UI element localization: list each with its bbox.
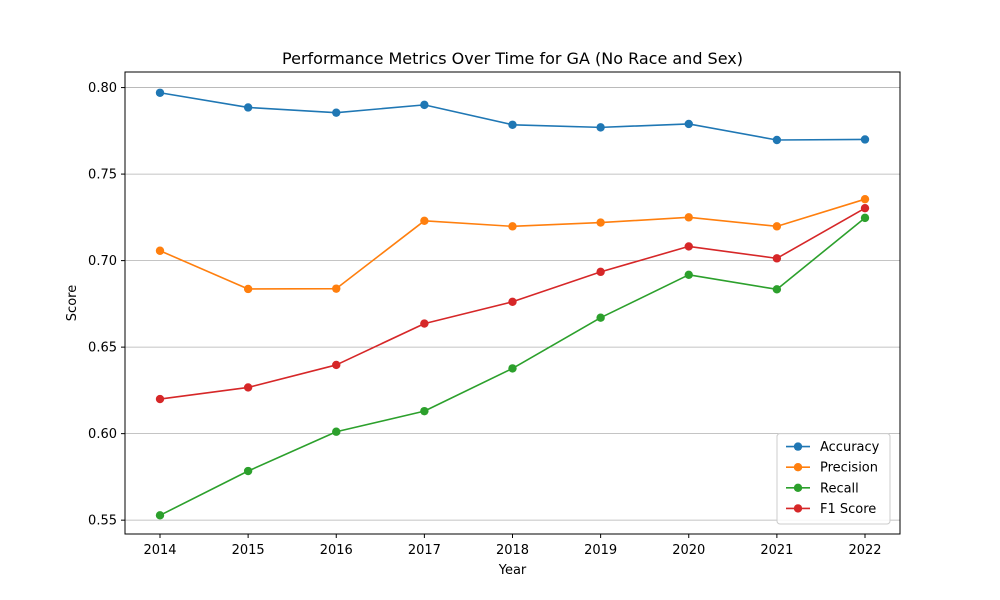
data-point-precision	[243, 284, 253, 294]
data-point-precision	[332, 284, 341, 293]
legend-item: Accuracy	[786, 440, 880, 455]
data-point-accuracy	[243, 103, 253, 112]
series-layer	[155, 88, 870, 520]
x-tick-label: 2016	[320, 543, 353, 558]
x-tick-label: 2015	[232, 543, 265, 558]
series-precision	[155, 194, 870, 294]
y-tick-label: 0.60	[88, 427, 117, 442]
data-point-recall	[243, 466, 253, 476]
data-point-recall	[772, 285, 782, 294]
x-tick-label: 2019	[584, 543, 617, 558]
data-point-recall	[596, 313, 605, 322]
data-point-f1-score	[332, 360, 341, 370]
data-point-f1-score	[243, 383, 253, 392]
data-point-precision	[420, 216, 429, 226]
legend-swatch-marker	[793, 442, 803, 451]
data-point-recall	[860, 213, 870, 223]
y-tick-label: 0.80	[88, 81, 117, 96]
data-point-f1-score	[155, 394, 165, 404]
x-tick-label: 2018	[496, 543, 529, 558]
data-point-f1-score	[684, 242, 693, 251]
series-recall	[155, 213, 870, 520]
data-point-precision	[772, 222, 782, 231]
data-point-precision	[508, 222, 517, 231]
data-point-f1-score	[508, 297, 517, 306]
y-tick-label: 0.75	[88, 168, 117, 183]
x-tick-label: 2020	[672, 543, 705, 558]
x-tick-label: 2017	[408, 543, 441, 558]
series-accuracy	[155, 88, 870, 145]
data-point-accuracy	[332, 108, 341, 117]
data-point-precision	[684, 213, 693, 222]
data-point-accuracy	[596, 123, 605, 132]
grid-lines	[125, 87, 900, 521]
legend-label: F1 Score	[820, 502, 876, 517]
data-point-f1-score	[772, 254, 782, 263]
data-point-accuracy	[420, 100, 429, 110]
data-point-recall	[420, 406, 429, 416]
chart-title: Performance Metrics Over Time for GA (No…	[282, 49, 743, 68]
legend-item: Precision	[786, 461, 878, 476]
data-point-f1-score	[860, 203, 870, 213]
x-tick-label: 2021	[760, 543, 793, 558]
data-point-accuracy	[155, 88, 165, 97]
data-point-recall	[508, 364, 517, 373]
data-point-accuracy	[772, 135, 782, 145]
legend-item: F1 Score	[786, 502, 876, 517]
data-point-f1-score	[596, 267, 605, 277]
x-tick-label: 2022	[848, 543, 881, 558]
y-axis-label: Score	[65, 285, 80, 321]
data-point-f1-score	[420, 319, 429, 328]
data-point-precision	[860, 194, 870, 204]
legend-box	[776, 433, 891, 525]
y-tick-label: 0.70	[88, 254, 117, 269]
series-f1-score	[155, 203, 870, 404]
data-point-recall	[684, 270, 693, 279]
data-point-recall	[332, 427, 341, 436]
legend: Accuracy Precision Recall F1 Score	[776, 433, 891, 525]
legend-label: Recall	[820, 481, 859, 496]
x-axis-label: Year	[498, 563, 527, 578]
data-point-accuracy	[508, 120, 517, 129]
legend-label: Precision	[820, 461, 878, 476]
data-point-accuracy	[860, 135, 870, 144]
data-point-precision	[596, 218, 605, 227]
legend-swatch-marker	[793, 483, 803, 492]
y-tick-label: 0.55	[88, 514, 117, 529]
legend-label: Accuracy	[820, 440, 880, 455]
data-point-recall	[155, 511, 165, 520]
axis-ticks: 0.55 0.60 0.65 0.70 0.75 0.80 2014 2015 2016 2017…	[88, 81, 882, 558]
legend-item: Recall	[786, 481, 859, 496]
legend-swatch-marker	[793, 504, 803, 513]
data-point-precision	[155, 246, 165, 255]
data-point-accuracy	[684, 119, 693, 129]
legend-swatch-marker	[793, 463, 803, 472]
y-tick-label: 0.65	[88, 341, 117, 356]
x-tick-label: 2014	[143, 543, 176, 558]
